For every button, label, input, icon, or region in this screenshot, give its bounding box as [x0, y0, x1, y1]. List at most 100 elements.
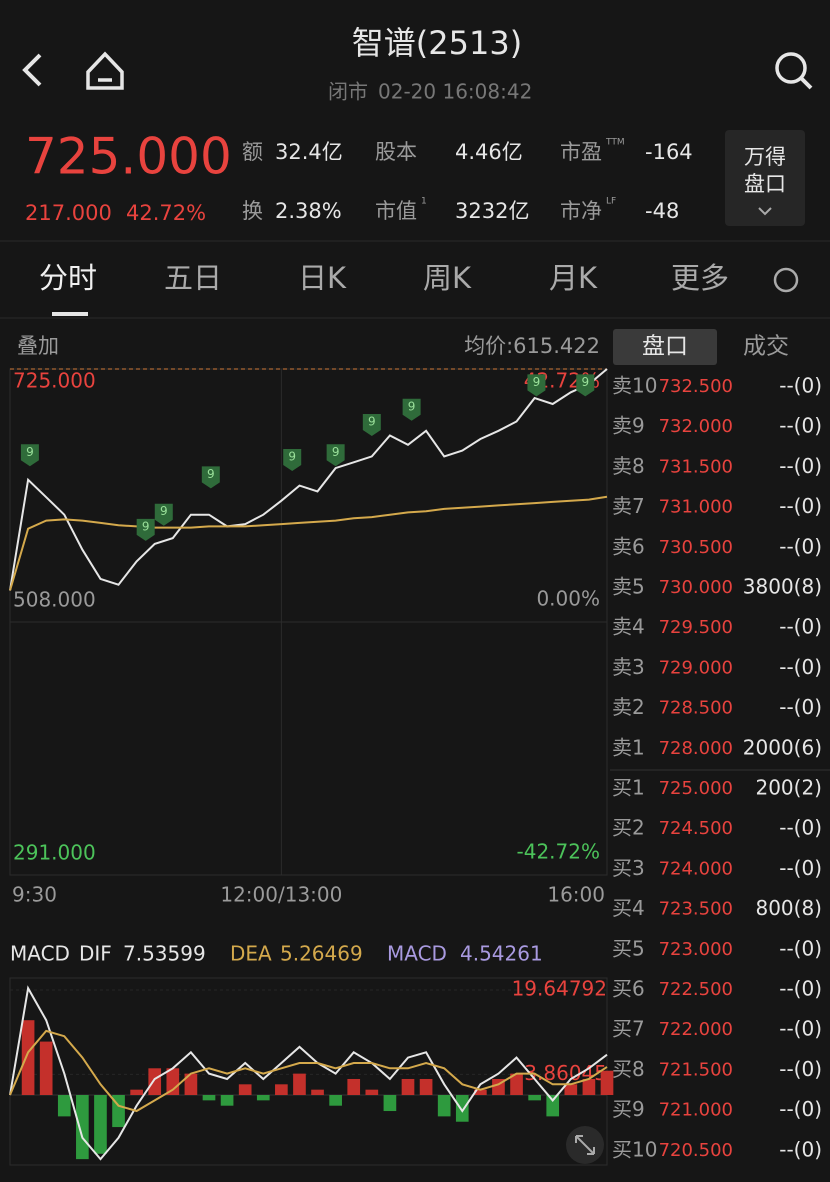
- signal-badge: [362, 413, 381, 436]
- tab[interactable]: 更多: [671, 261, 729, 295]
- stat-value: -48: [645, 199, 679, 223]
- book-price: 723.500: [659, 899, 733, 920]
- tab[interactable]: 分时: [39, 261, 97, 295]
- signal-badge: [326, 444, 345, 467]
- macd-bar: [130, 1089, 143, 1096]
- legend-value: 5.26469: [280, 942, 363, 966]
- chevron: [758, 207, 772, 216]
- book-label: 卖3: [612, 655, 645, 679]
- timestamp: 02-20 16:08:42: [378, 80, 532, 104]
- quote-button[interactable]: [725, 130, 805, 226]
- change: 217.000: [25, 201, 112, 225]
- book-label: 卖9: [612, 414, 645, 438]
- settings-button[interactable]: [773, 267, 799, 293]
- book-volume: --(0): [779, 454, 822, 478]
- overlay-button[interactable]: 叠加: [17, 334, 59, 358]
- book-price: 720.500: [659, 1140, 733, 1161]
- book-price: 721.000: [659, 1100, 733, 1121]
- y2-tick-label: -42.72%: [517, 840, 600, 864]
- macd-bar: [39, 1041, 53, 1096]
- series-line: [9, 985, 608, 1161]
- stat-value: 3232亿: [455, 199, 529, 223]
- signal-label: 9: [368, 414, 376, 428]
- macd-bar: [474, 1089, 487, 1096]
- book-volume: --(0): [779, 615, 822, 639]
- book-label: 买6: [612, 977, 645, 1001]
- tab[interactable]: 周K: [423, 261, 472, 295]
- tab[interactable]: 日K: [298, 261, 347, 295]
- expand-button[interactable]: [566, 1126, 604, 1164]
- side-tab-active[interactable]: [613, 329, 717, 365]
- signal-badge: [576, 374, 595, 397]
- signal-label: 9: [160, 504, 168, 518]
- book-price: 732.500: [659, 376, 733, 397]
- macd-bar: [600, 1070, 614, 1096]
- book-price: 728.000: [659, 738, 733, 759]
- book-price: 731.500: [659, 456, 733, 477]
- book-volume: --(0): [779, 936, 822, 960]
- book-label: 卖4: [612, 615, 645, 639]
- legend-name: DEA: [230, 942, 272, 966]
- home-button[interactable]: [86, 51, 124, 90]
- macd-bar: [256, 1095, 270, 1101]
- book-label: 买9: [612, 1097, 645, 1121]
- book-label: 卖8: [612, 454, 645, 478]
- stat-value: 32.4亿: [275, 140, 343, 164]
- book-label: 买8: [612, 1057, 645, 1081]
- stat-label: 市值: [375, 199, 417, 223]
- book-volume: --(0): [779, 816, 822, 840]
- stat-sup: TTM: [605, 138, 625, 148]
- signal-badge: [283, 448, 302, 471]
- book-volume: 800(8): [755, 896, 822, 920]
- title: 智谱(2513): [352, 24, 522, 62]
- book-label: 买2: [612, 816, 645, 840]
- side-tab[interactable]: 盘口: [642, 334, 688, 360]
- macd-bar: [238, 1084, 252, 1096]
- market-status: 闭市: [328, 80, 368, 104]
- stat-label: 换: [242, 199, 263, 223]
- avg-price: 615.422: [513, 334, 600, 358]
- book-volume: --(0): [779, 1097, 822, 1121]
- stat-label: 市盈: [560, 140, 602, 164]
- book-label: 买3: [612, 856, 645, 880]
- signal-badge: [201, 466, 220, 489]
- stat-label: 额: [242, 140, 263, 164]
- macd-bar: [184, 1073, 198, 1096]
- book-label: 买7: [612, 1017, 645, 1041]
- signal-label: 9: [26, 445, 34, 459]
- macd-bar: [311, 1089, 324, 1096]
- stat-sup: 1: [421, 197, 427, 207]
- book-label: 卖1: [612, 735, 645, 759]
- search-icon: [775, 52, 807, 84]
- macd-title: MACD: [10, 942, 70, 966]
- book-volume: --(0): [779, 1137, 822, 1161]
- signal-label: 9: [533, 375, 541, 389]
- macd-bar: [510, 1073, 523, 1096]
- book-price: 732.000: [659, 416, 733, 437]
- side-tab[interactable]: 成交: [743, 334, 789, 360]
- signal-badge: [136, 518, 155, 541]
- signal-label: 9: [207, 467, 215, 481]
- search-button[interactable]: [775, 52, 813, 90]
- back-button[interactable]: [22, 53, 42, 87]
- signal-label: 9: [142, 519, 150, 533]
- macd-bar: [329, 1095, 342, 1106]
- signal-label: 9: [288, 449, 296, 463]
- book-volume: --(0): [779, 374, 822, 398]
- signal-label: 9: [332, 445, 340, 459]
- book-label: 买4: [612, 896, 645, 920]
- stat-value: 4.46亿: [455, 140, 523, 164]
- y-tick-label: 725.000: [13, 369, 96, 393]
- macd-bar: [564, 1084, 578, 1096]
- tab[interactable]: 月K: [549, 261, 598, 295]
- book-label: 卖10: [612, 374, 657, 398]
- book-price: 721.500: [659, 1059, 733, 1080]
- tab[interactable]: 五日: [164, 261, 222, 295]
- y-tick-label: 508.000: [13, 588, 96, 612]
- book-volume: --(0): [779, 977, 822, 1001]
- book-label: 卖6: [612, 534, 645, 558]
- macd-bar: [76, 1095, 89, 1160]
